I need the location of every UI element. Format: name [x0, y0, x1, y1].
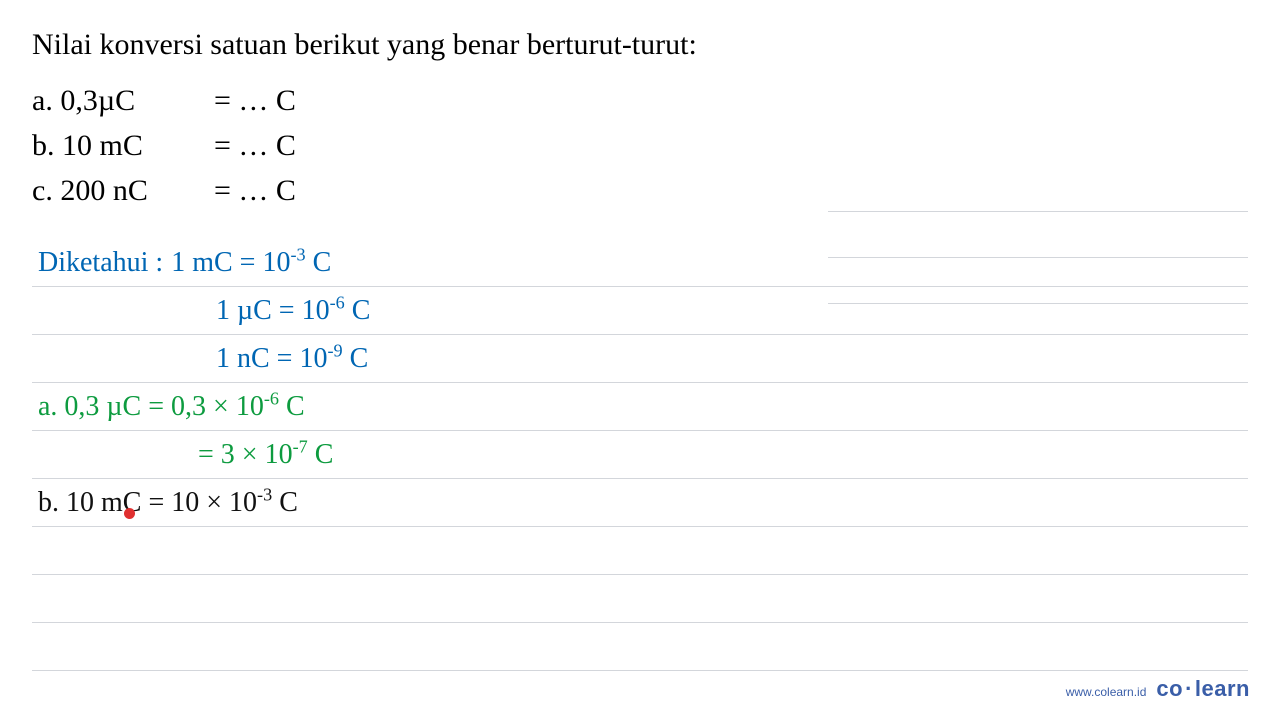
known-1: 1 mC = 10-3 C — [171, 247, 331, 279]
solution-area: Diketahui : 1 mC = 10-3 C 1 µC = 10-6 C … — [32, 239, 1248, 671]
answer-a-2: = 3 × 10-7 C — [198, 439, 333, 471]
answer-a-1: a. 0,3 µC = 0,3 × 10-6 C — [38, 391, 305, 423]
answer-b-1: b. 10 mC = 10 × 10-3 C — [38, 487, 298, 519]
problem-b: b. 10 mC = … C — [32, 123, 1248, 168]
known-line-2: 1 µC = 10-6 C — [32, 287, 1248, 335]
problem-a: a. 0,3µC = … C — [32, 78, 1248, 123]
blank-line-2 — [32, 575, 1248, 623]
logo-part-b: learn — [1195, 676, 1250, 701]
logo-part-a: co — [1156, 676, 1183, 701]
problem-b-label: b. 10 mC — [32, 123, 214, 168]
problem-c-label: c. 200 nC — [32, 168, 214, 213]
footer: www.colearn.id co·learn — [1066, 676, 1250, 702]
known-3: 1 nC = 10-9 C — [216, 343, 368, 375]
known-line-1: Diketahui : 1 mC = 10-3 C — [32, 239, 1248, 287]
logo-dot: · — [1185, 676, 1193, 701]
known-2: 1 µC = 10-6 C — [216, 295, 370, 327]
problem-a-eq: = … C — [214, 78, 296, 123]
problem-b-eq: = … C — [214, 123, 296, 168]
known-label: Diketahui : — [38, 247, 163, 279]
page-title: Nilai konversi satuan berikut yang benar… — [32, 28, 1248, 62]
problem-c-eq: = … C — [214, 168, 296, 213]
pointer-dot-icon — [124, 508, 135, 519]
footer-logo: co·learn — [1156, 676, 1250, 702]
blank-line-1 — [32, 527, 1248, 575]
answer-a-line-1: a. 0,3 µC = 0,3 × 10-6 C — [32, 383, 1248, 431]
problem-a-label: a. 0,3µC — [32, 78, 214, 123]
footer-url: www.colearn.id — [1066, 685, 1147, 699]
answer-b-line-1: b. 10 mC = 10 × 10-3 C — [32, 479, 1248, 527]
blank-line-3 — [32, 623, 1248, 671]
known-line-3: 1 nC = 10-9 C — [32, 335, 1248, 383]
answer-a-line-2: = 3 × 10-7 C — [32, 431, 1248, 479]
